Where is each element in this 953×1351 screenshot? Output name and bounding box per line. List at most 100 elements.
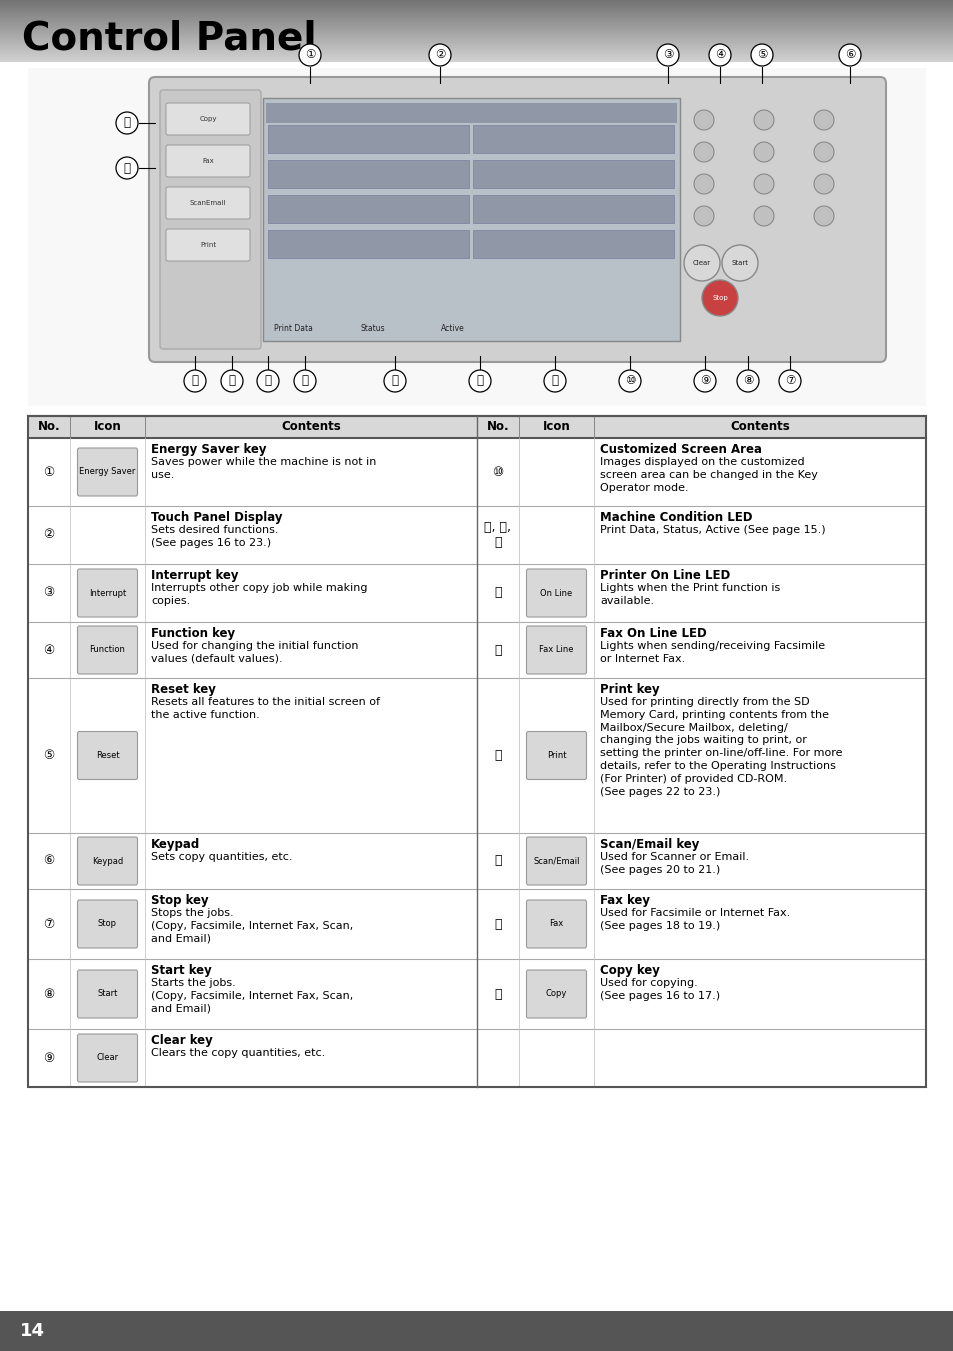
Text: ⑬: ⑬ [391, 374, 398, 388]
Circle shape [221, 370, 243, 392]
Circle shape [294, 370, 315, 392]
Bar [473, 230, 673, 258]
Circle shape [657, 45, 679, 66]
Text: Keypad: Keypad [151, 838, 200, 851]
Text: Keypad: Keypad [91, 857, 123, 866]
Text: ⑯: ⑯ [229, 374, 235, 388]
Text: ⑭: ⑭ [301, 374, 308, 388]
Text: Fax: Fax [202, 158, 213, 163]
Text: Starts the jobs.
(Copy, Facsimile, Internet Fax, Scan,
and Email): Starts the jobs. (Copy, Facsimile, Inter… [151, 978, 353, 1013]
FancyBboxPatch shape [160, 91, 261, 349]
Text: ①: ① [43, 466, 54, 478]
Text: ⑤: ⑤ [756, 49, 766, 62]
Circle shape [618, 370, 640, 392]
Circle shape [184, 370, 206, 392]
Text: Images displayed on the customized
screen area can be changed in the Key
Operato: Images displayed on the customized scree… [599, 457, 817, 493]
Text: Used for printing directly from the SD
Memory Card, printing contents from the
M: Used for printing directly from the SD M… [599, 697, 841, 797]
Text: ⑱: ⑱ [123, 162, 131, 174]
Text: Reset: Reset [95, 751, 119, 761]
Text: ⑫: ⑫ [476, 374, 483, 388]
Circle shape [708, 45, 730, 66]
Bar [28, 438, 925, 507]
Circle shape [693, 142, 713, 162]
Circle shape [116, 157, 138, 178]
Circle shape [693, 174, 713, 195]
Text: On Line: On Line [539, 589, 572, 597]
FancyBboxPatch shape [166, 186, 250, 219]
Text: Copy key: Copy key [599, 965, 659, 977]
Text: Clears the copy quantities, etc.: Clears the copy quantities, etc. [151, 1048, 325, 1058]
Text: Fax Line: Fax Line [538, 646, 573, 654]
Text: ⑮: ⑮ [264, 374, 272, 388]
Circle shape [753, 205, 773, 226]
FancyBboxPatch shape [166, 145, 250, 177]
Text: Start: Start [731, 259, 748, 266]
Bar [263, 99, 679, 340]
FancyBboxPatch shape [526, 731, 586, 780]
Text: Touch Panel Display: Touch Panel Display [151, 511, 282, 524]
Text: ④: ④ [43, 643, 54, 657]
Text: Sets copy quantities, etc.: Sets copy quantities, etc. [151, 852, 293, 862]
Text: Fax: Fax [549, 920, 563, 928]
Bar [266, 103, 677, 123]
Text: Scan/Email: Scan/Email [533, 857, 579, 866]
FancyBboxPatch shape [526, 569, 586, 617]
Text: Interrupt key: Interrupt key [151, 569, 238, 582]
Bar [28, 563, 925, 621]
Text: Stops the jobs.
(Copy, Facsimile, Internet Fax, Scan,
and Email): Stops the jobs. (Copy, Facsimile, Intern… [151, 908, 353, 943]
Text: ③: ③ [43, 586, 54, 600]
Text: Active: Active [440, 324, 464, 332]
Text: Fax On Line LED: Fax On Line LED [599, 627, 706, 640]
Bar [0, 1310, 953, 1351]
Bar [28, 959, 925, 1029]
Circle shape [753, 142, 773, 162]
Text: Print Data: Print Data [274, 324, 313, 332]
Text: No.: No. [38, 420, 60, 434]
Circle shape [813, 205, 833, 226]
Circle shape [693, 370, 716, 392]
Circle shape [813, 109, 833, 130]
Bar [28, 416, 925, 438]
Circle shape [469, 370, 491, 392]
Text: Interrupt: Interrupt [89, 589, 126, 597]
Circle shape [813, 174, 833, 195]
FancyBboxPatch shape [526, 900, 586, 948]
Text: Icon: Icon [542, 420, 570, 434]
Text: ②: ② [43, 528, 54, 542]
FancyBboxPatch shape [149, 77, 885, 362]
Text: 14: 14 [19, 1323, 45, 1340]
Text: Used for changing the initial function
values (default values).: Used for changing the initial function v… [151, 640, 358, 663]
FancyBboxPatch shape [166, 230, 250, 261]
Text: Start: Start [97, 989, 117, 998]
Text: ⑤: ⑤ [43, 748, 54, 762]
Bar [28, 889, 925, 959]
Circle shape [683, 245, 720, 281]
Text: Stop: Stop [711, 295, 727, 301]
Text: Machine Condition LED: Machine Condition LED [599, 511, 752, 524]
Bar [473, 195, 673, 223]
Text: ⑧: ⑧ [43, 988, 54, 1001]
Bar [28, 1029, 925, 1088]
FancyBboxPatch shape [77, 731, 137, 780]
Text: ⑱: ⑱ [494, 917, 501, 931]
Text: Lights when the Print function is
available.: Lights when the Print function is availa… [599, 584, 780, 605]
Circle shape [737, 370, 759, 392]
Text: Printer On Line LED: Printer On Line LED [599, 569, 729, 582]
Text: ②: ② [435, 49, 445, 62]
Text: ⑨: ⑨ [43, 1051, 54, 1065]
Text: Clear key: Clear key [151, 1034, 213, 1047]
Text: Resets all features to the initial screen of
the active function.: Resets all features to the initial scree… [151, 697, 379, 720]
Text: Copy: Copy [545, 989, 567, 998]
Circle shape [543, 370, 565, 392]
Text: Status: Status [360, 324, 385, 332]
Text: ④: ④ [714, 49, 724, 62]
Circle shape [753, 174, 773, 195]
Bar [28, 68, 925, 407]
FancyBboxPatch shape [526, 838, 586, 885]
Text: Icon: Icon [93, 420, 121, 434]
Circle shape [116, 112, 138, 134]
Text: Clear: Clear [96, 1054, 118, 1062]
Text: Interrupts other copy job while making
copies.: Interrupts other copy job while making c… [151, 584, 367, 605]
Text: Customized Screen Area: Customized Screen Area [599, 443, 761, 457]
Bar [473, 159, 673, 188]
